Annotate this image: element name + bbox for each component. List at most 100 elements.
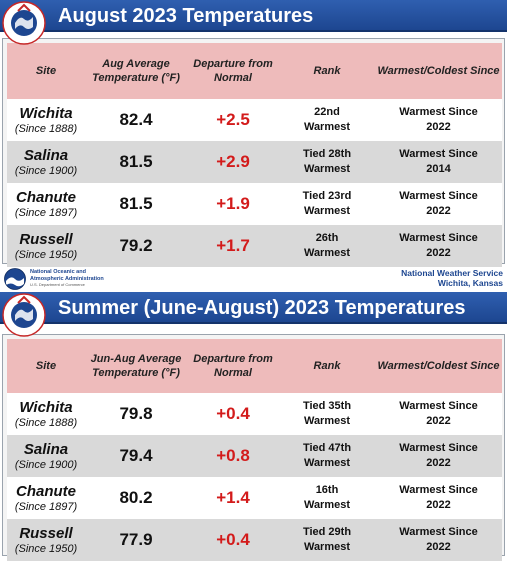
warmest-year: 2014 [426, 163, 451, 175]
warmest-cell: Warmest Since 2014 [375, 141, 502, 183]
noaa-line: National Oceanic and [30, 269, 86, 275]
nws-logo-icon [2, 293, 46, 337]
site-cell: Wichita (Since 1888) [7, 393, 85, 435]
site-name: Wichita [19, 398, 73, 416]
col-header-rank: Rank [279, 43, 375, 99]
warmest-cell: Warmest Since 2022 [375, 225, 502, 267]
rank-line: Tied 35th [302, 400, 352, 412]
site-name: Chanute [16, 482, 76, 500]
departure: +0.4 [187, 519, 279, 561]
avg-temp: 81.5 [85, 141, 187, 183]
rank-line: Warmest [303, 121, 351, 133]
rank-cell: Tied 28th Warmest [279, 141, 375, 183]
warmest-line: Warmest Since [399, 148, 478, 160]
site-cell: Wichita (Since 1888) [7, 99, 85, 141]
nws-office: National Weather Service Wichita, Kansas [401, 268, 503, 288]
nws-logo-icon [2, 1, 46, 45]
rank-line: Warmest [303, 541, 351, 553]
site-cell: Salina (Since 1900) [7, 435, 85, 477]
site-cell: Russell (Since 1950) [7, 519, 85, 561]
col-header-site: Site [7, 43, 85, 99]
rank-line: 22nd [314, 106, 340, 118]
table-row: Wichita (Since 1888) 79.8 +0.4 Tied 35th W… [7, 393, 502, 435]
warmest-year: 2022 [426, 499, 451, 511]
warmest-line: Warmest Since [399, 526, 478, 538]
warmest-year: 2022 [426, 247, 451, 259]
site-since: (Since 1888) [14, 416, 78, 429]
departure: +1.4 [187, 477, 279, 519]
rank-cell: 26th Warmest [279, 225, 375, 267]
site-since: (Since 1888) [14, 122, 78, 135]
rank-line: 16th [315, 484, 339, 496]
site-name: Russell [19, 230, 73, 248]
warmest-year: 2022 [426, 205, 451, 217]
warmest-line: Warmest Since [399, 442, 478, 454]
site-name: Salina [23, 146, 69, 164]
footer: National Oceanic and Atmospheric Adminis… [0, 266, 507, 292]
col-header-site: Site [7, 339, 85, 393]
table-row: Russell (Since 1950) 77.9 +0.4 Tied 29th W… [7, 519, 502, 561]
site-name: Salina [23, 440, 69, 458]
site-cell: Salina (Since 1900) [7, 141, 85, 183]
title-bar: August 2023 Temperatures [0, 0, 507, 32]
table-row: Russell (Since 1950) 79.2 +1.7 26th Warmes… [7, 225, 502, 267]
rank-line: Warmest [303, 247, 351, 259]
col-header-warmest-since: Warmest/Coldest Since [375, 339, 502, 393]
august-table: Site Aug Average Temperature (°F) Depart… [7, 43, 502, 267]
rank-line: Tied 47th [302, 442, 352, 454]
site-since: (Since 1900) [14, 458, 78, 471]
noaa-line: Atmospheric Administration [30, 275, 104, 282]
august-panel: August 2023 Temperatures Site Aug Averag… [0, 0, 507, 292]
table-frame: Site Jun-Aug Average Temperature (°F) De… [2, 334, 505, 561]
warmest-cell: Warmest Since 2022 [375, 99, 502, 141]
avg-temp: 81.5 [85, 183, 187, 225]
rank-line: Warmest [303, 499, 351, 511]
warmest-line: Warmest Since [399, 232, 478, 244]
rank-line: Tied 28th [302, 148, 352, 160]
panel-title: August 2023 Temperatures [58, 5, 314, 27]
rank-line: Warmest [303, 457, 351, 469]
warmest-line: Warmest Since [399, 484, 478, 496]
table-row: Chanute (Since 1897) 81.5 +1.9 Tied 23rd W… [7, 183, 502, 225]
summer-table: Site Jun-Aug Average Temperature (°F) De… [7, 339, 502, 561]
departure: +2.9 [187, 141, 279, 183]
avg-temp: 82.4 [85, 99, 187, 141]
rank-line: Warmest [303, 163, 351, 175]
site-name: Chanute [16, 188, 76, 206]
site-since: (Since 1950) [14, 542, 78, 555]
summer-panel: Summer (June-August) 2023 Temperatures S… [0, 292, 507, 561]
noaa-logo-icon [4, 268, 26, 290]
col-header-rank: Rank [279, 339, 375, 393]
col-header-departure: Departure from Normal [187, 43, 279, 99]
site-cell: Chanute (Since 1897) [7, 477, 85, 519]
rank-line: Tied 23rd [302, 190, 352, 202]
warmest-cell: Warmest Since 2022 [375, 393, 502, 435]
rank-cell: Tied 23rd Warmest [279, 183, 375, 225]
avg-temp: 80.2 [85, 477, 187, 519]
warmest-line: Warmest Since [399, 190, 478, 202]
departure: +1.9 [187, 183, 279, 225]
site-since: (Since 1900) [14, 164, 78, 177]
col-header-warmest-since: Warmest/Coldest Since [375, 43, 502, 99]
rank-cell: Tied 35th Warmest [279, 393, 375, 435]
col-header-avg-temp: Aug Average Temperature (°F) [85, 43, 187, 99]
avg-temp: 79.2 [85, 225, 187, 267]
nws-line: National Weather Service [401, 268, 503, 278]
site-since: (Since 1897) [14, 206, 78, 219]
warmest-line: Warmest Since [399, 400, 478, 412]
rank-cell: 22nd Warmest [279, 99, 375, 141]
rank-line: 26th [315, 232, 339, 244]
site-name: Russell [19, 524, 73, 542]
warmest-year: 2022 [426, 415, 451, 427]
site-cell: Russell (Since 1950) [7, 225, 85, 267]
avg-temp: 79.4 [85, 435, 187, 477]
rank-line: Warmest [303, 415, 351, 427]
site-name: Wichita [19, 104, 73, 122]
rank-cell: Tied 29th Warmest [279, 519, 375, 561]
noaa-name: National Oceanic and Atmospheric Adminis… [30, 269, 104, 289]
rank-line: Warmest [303, 205, 351, 217]
warmest-cell: Warmest Since 2022 [375, 519, 502, 561]
warmest-cell: Warmest Since 2022 [375, 477, 502, 519]
departure: +1.7 [187, 225, 279, 267]
rank-line: Tied 29th [302, 526, 352, 538]
